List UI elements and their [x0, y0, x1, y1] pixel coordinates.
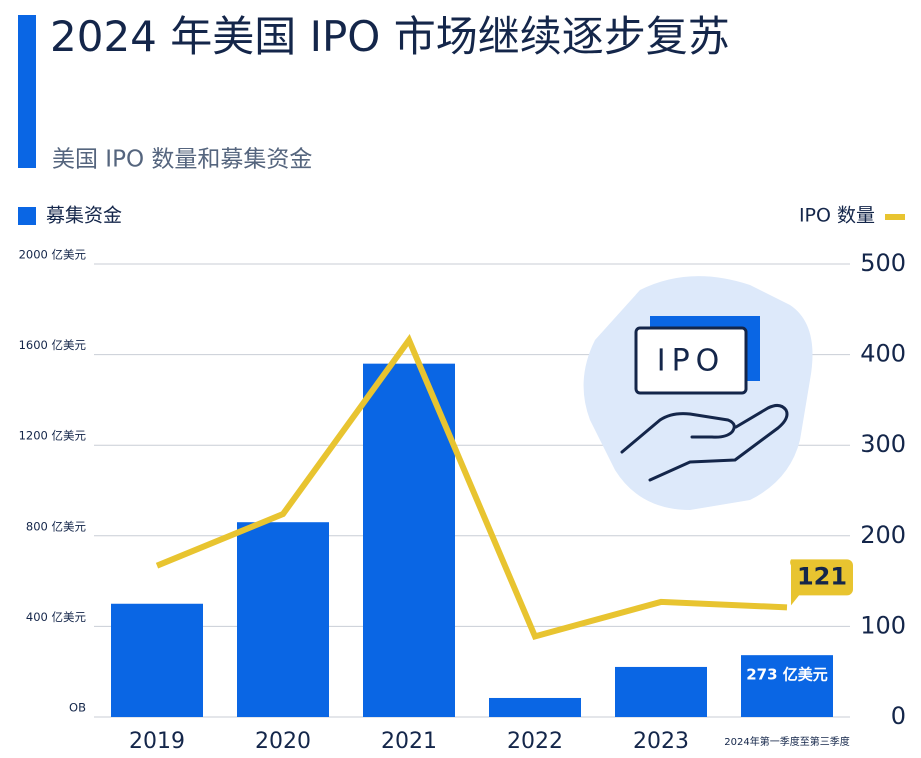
line	[155, 334, 788, 640]
bar	[363, 363, 455, 717]
x-tick-label: 2019	[129, 729, 185, 754]
x-tick-label: 2022	[507, 729, 563, 754]
x-tick-label: 2023	[633, 729, 689, 754]
y-tick-label: 800 亿美元	[26, 519, 87, 533]
illustration: IPO	[583, 276, 813, 510]
legend-label: IPO 数量	[799, 205, 875, 227]
y2-tick-label: 500	[860, 249, 906, 277]
bar	[237, 522, 329, 717]
legend-label: 募集资金	[46, 205, 122, 227]
y-tick-label: 2000 亿美元	[19, 248, 87, 262]
y-tick-label: 1600 亿美元	[19, 338, 87, 352]
y2-tick-label: 400	[860, 340, 906, 368]
title-accent	[18, 15, 36, 168]
line-value-label: 121	[797, 562, 847, 590]
y2-tick-label: 200	[860, 521, 906, 549]
y-tick-label: OB	[69, 701, 86, 715]
chart-title: 2024 年美国 IPO 市场继续逐步复苏	[50, 12, 730, 61]
value-callout	[790, 559, 853, 606]
y-tick-label: 1200 亿美元	[19, 429, 87, 443]
y2-tick-label: 0	[891, 702, 906, 730]
bar-value-label: 273 亿美元	[746, 666, 828, 684]
bar	[489, 697, 581, 717]
illustration-hand	[620, 403, 789, 482]
legend-swatch	[18, 207, 36, 225]
x-tick-label: 2021	[381, 729, 437, 754]
bar	[111, 603, 203, 717]
y2-tick-label: 100	[860, 611, 906, 639]
x-tick-label: 2024年第一季度至第三季度	[724, 735, 849, 748]
x-tick-label: 2020	[255, 729, 311, 754]
bar	[615, 666, 707, 717]
bar	[741, 655, 833, 717]
chart-subtitle: 美国 IPO 数量和募集资金	[52, 147, 312, 173]
title-box: 2024 年美国 IPO 市场继续逐步复苏	[50, 12, 730, 61]
illustration-label: IPO	[657, 344, 726, 379]
illustration-ticket	[634, 326, 748, 395]
y-tick-label: 400 亿美元	[26, 610, 87, 624]
y2-tick-label: 300	[860, 430, 906, 458]
